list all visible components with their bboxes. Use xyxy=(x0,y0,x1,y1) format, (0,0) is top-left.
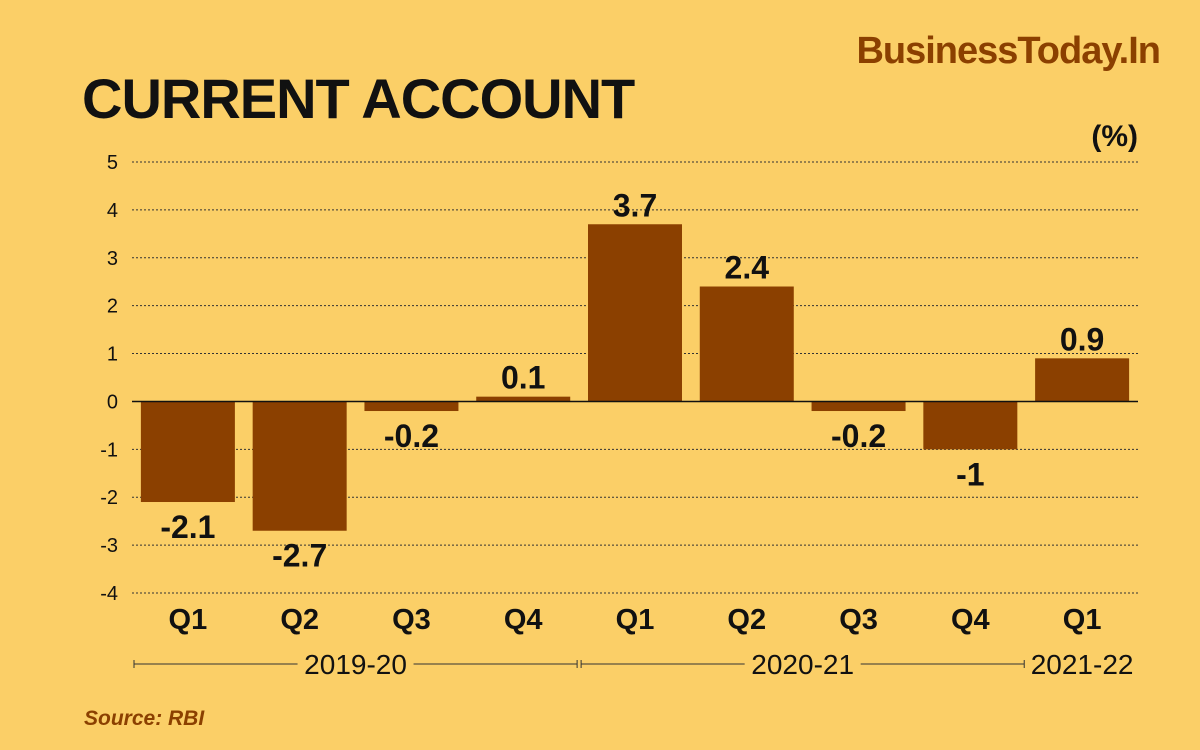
bar xyxy=(140,401,235,503)
y-axis-ticks: 5 4 3 2 1 0 -1 -2 -3 -4 xyxy=(100,152,118,605)
period-label: 2021-22 xyxy=(1031,649,1134,680)
y-tick-label: -4 xyxy=(100,583,118,605)
value-label: -0.2 xyxy=(384,418,439,454)
category-label: Q3 xyxy=(392,604,431,636)
category-label: Q1 xyxy=(169,604,208,636)
y-tick-label: 3 xyxy=(107,248,118,270)
value-labels: -2.1 -2.7 -0.2 0.1 3.7 2.4 -0.2 -1 0.9 xyxy=(160,187,1104,573)
bar xyxy=(699,286,794,402)
unit-label: (%) xyxy=(1091,120,1138,153)
bar xyxy=(923,401,1018,450)
y-tick-label: -3 xyxy=(100,535,118,557)
bar xyxy=(588,224,682,402)
bars xyxy=(140,224,1130,531)
chart-title: CURRENT ACCOUNT xyxy=(82,67,635,130)
value-label: -2.1 xyxy=(160,509,215,545)
period-label: 2020-21 xyxy=(751,649,854,680)
y-tick-label: -2 xyxy=(100,487,118,509)
bar xyxy=(1035,358,1130,402)
bar xyxy=(476,396,571,402)
y-tick-label: 1 xyxy=(107,344,118,366)
category-label: Q1 xyxy=(616,604,655,636)
brand-logo: BusinessToday.In xyxy=(856,30,1161,72)
bar xyxy=(811,401,906,412)
source-note: Source: RBI xyxy=(84,707,205,730)
period-groups: 2019-20 2020-21 2021-22 xyxy=(133,649,1134,680)
y-tick-label: 4 xyxy=(107,200,118,222)
y-tick-label: 5 xyxy=(107,152,118,174)
value-label: 3.7 xyxy=(613,187,657,223)
value-label: 0.1 xyxy=(501,360,545,396)
value-label: -0.2 xyxy=(831,418,886,454)
category-label: Q1 xyxy=(1063,604,1102,636)
category-label: Q4 xyxy=(951,604,990,636)
category-label: Q2 xyxy=(727,604,766,636)
category-label: Q4 xyxy=(504,604,543,636)
value-label: 0.9 xyxy=(1060,321,1104,357)
category-labels: Q1 Q2 Q3 Q4 Q1 Q2 Q3 Q4 Q1 xyxy=(169,604,1102,636)
category-label: Q3 xyxy=(839,604,878,636)
y-tick-label: 0 xyxy=(107,391,118,413)
bar xyxy=(364,401,459,412)
bar xyxy=(252,401,347,531)
value-label: -2.7 xyxy=(272,538,327,574)
value-label: -1 xyxy=(956,456,984,492)
period-label: 2019-20 xyxy=(304,649,407,680)
category-label: Q2 xyxy=(280,604,319,636)
y-tick-label: 2 xyxy=(107,296,118,318)
y-tick-label: -1 xyxy=(100,439,118,461)
value-label: 2.4 xyxy=(725,250,770,286)
